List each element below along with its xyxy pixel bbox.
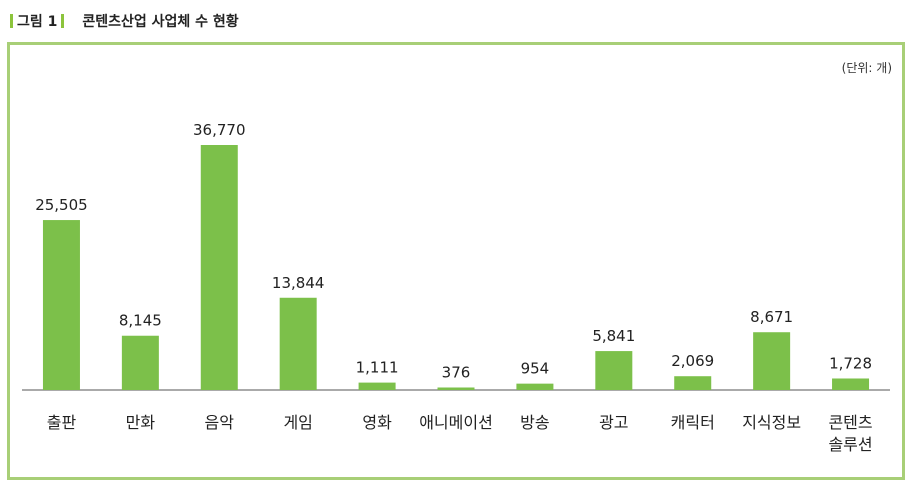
category-label-7: 광고 <box>599 413 628 432</box>
category-label-3: 게임 <box>283 413 312 432</box>
value-label-3: 13,844 <box>272 274 325 292</box>
category-label-8: 캐릭터 <box>671 413 715 432</box>
header-accent-left <box>10 14 13 28</box>
category-label-5: 애니메이션 <box>419 413 493 432</box>
figure-title: 콘텐츠산업 사업체 수 현황 <box>82 14 239 30</box>
category-label-10-line-1: 솔루션 <box>828 435 872 454</box>
unit-label: (단위: 개) <box>841 61 892 75</box>
value-label-8: 2,069 <box>671 352 714 370</box>
category-label-0: 출판 <box>47 413 77 432</box>
bar-4 <box>358 382 396 390</box>
bar-3 <box>279 297 317 390</box>
value-label-4: 1,111 <box>356 359 399 377</box>
bar-10 <box>832 378 870 390</box>
value-label-10: 1,728 <box>829 354 872 372</box>
value-label-0: 25,505 <box>35 196 88 214</box>
category-label-10-line-0: 콘텐츠 <box>828 413 872 432</box>
header-accent-right <box>61 14 65 28</box>
value-label-9: 8,671 <box>750 308 793 326</box>
bar-8 <box>674 376 712 390</box>
category-label-2: 음악 <box>205 413 235 432</box>
bar-0 <box>42 220 80 390</box>
value-label-7: 5,841 <box>592 327 635 345</box>
category-label-4: 영화 <box>362 413 392 432</box>
chart-frame: (단위: 개) <box>7 42 905 480</box>
value-label-2: 36,770 <box>193 121 246 139</box>
figure-header: 그림 1 콘텐츠산업 사업체 수 현황 <box>6 10 239 32</box>
bar-6 <box>516 383 554 390</box>
bar-1 <box>121 335 159 390</box>
bar-9 <box>753 332 791 390</box>
figure-label: 그림 1 <box>17 14 58 30</box>
bar-2 <box>200 145 238 390</box>
value-label-1: 8,145 <box>119 312 162 330</box>
category-label-6: 방송 <box>520 413 549 432</box>
category-label-1: 만화 <box>126 413 156 432</box>
value-label-6: 954 <box>521 360 550 378</box>
bar-5 <box>437 387 475 390</box>
category-label-9: 지식정보 <box>742 413 801 432</box>
bar-7 <box>595 351 633 390</box>
value-label-5: 376 <box>442 363 471 381</box>
